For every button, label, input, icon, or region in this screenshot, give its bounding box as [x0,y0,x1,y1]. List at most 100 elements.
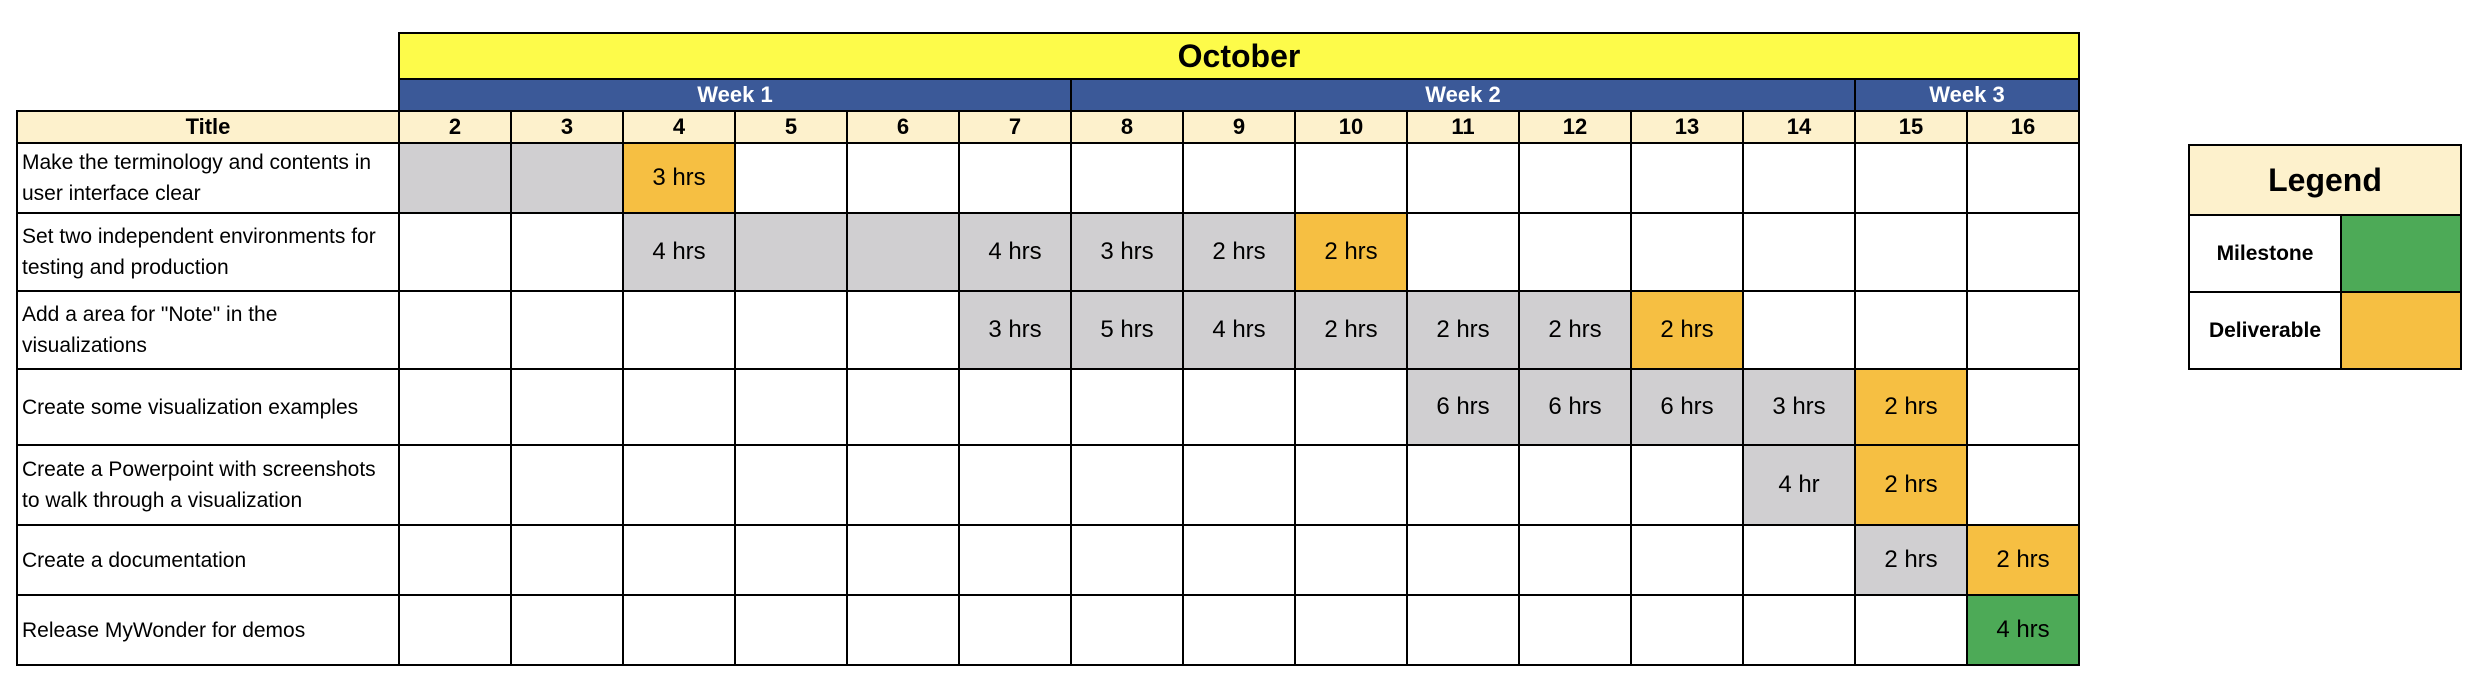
task-day-cell [1742,290,1856,370]
task-day-cell: 2 hrs [1966,524,2080,596]
task-day-cell: 2 hrs [1854,524,1968,596]
task-day-cell: 4 hrs [622,212,736,292]
task-day-cell: 6 hrs [1406,368,1520,446]
task-day-cell [1182,142,1296,214]
task-day-cell [1182,594,1296,666]
task-day-cell [398,524,512,596]
task-title: Set two independent environments for tes… [16,212,400,292]
day-header: 4 [622,110,736,144]
task-day-cell [1630,594,1744,666]
task-day-cell [1854,290,1968,370]
week-header: Week 3 [1854,78,2080,112]
task-day-cell [622,290,736,370]
task-day-cell [1182,524,1296,596]
task-day-cell [1518,142,1632,214]
task-title: Make the terminology and contents in use… [16,142,400,214]
task-day-cell [1966,444,2080,526]
task-day-cell [846,368,960,446]
task-day-cell [958,524,1072,596]
gantt-table: October Week 1 Week 2 Week 3 Title 2 3 4 5 6 7 8 9 10… [16,32,2080,666]
day-header: 15 [1854,110,1968,144]
day-header: 11 [1406,110,1520,144]
task-day-cell: 2 hrs [1294,212,1408,292]
task-day-cell [1070,444,1184,526]
day-header: 10 [1294,110,1408,144]
task-day-cell [622,594,736,666]
day-header: 14 [1742,110,1856,144]
task-day-cell [1742,524,1856,596]
task-day-cell [846,142,960,214]
legend-label: Milestone [2188,214,2342,293]
task-day-cell [734,524,848,596]
task-day-cell [1966,290,2080,370]
task-title: Release MyWonder for demos [16,594,400,666]
task-day-cell: 4 hrs [1966,594,2080,666]
task-day-cell [510,290,624,370]
task-day-cell [1854,142,1968,214]
task-day-cell [510,524,624,596]
task-day-cell [734,142,848,214]
task-day-cell [846,212,960,292]
task-title: Create a documentation [16,524,400,596]
task-title: Create a Powerpoint with screenshots to … [16,444,400,526]
task-day-cell [1406,524,1520,596]
task-day-cell [398,212,512,292]
task-day-cell [1966,212,2080,292]
task-day-cell [1854,212,1968,292]
task-day-cell [1966,368,2080,446]
task-day-cell [1966,142,2080,214]
day-header: 9 [1182,110,1296,144]
day-header: 6 [846,110,960,144]
task-title: Create some visualization examples [16,368,400,446]
task-day-cell [1294,444,1408,526]
task-day-cell: 3 hrs [1742,368,1856,446]
task-day-cell [398,368,512,446]
task-day-cell [1630,444,1744,526]
task-day-cell [1294,142,1408,214]
week-header: Week 2 [1070,78,1856,112]
task-day-cell: 2 hrs [1854,368,1968,446]
task-day-cell [1294,368,1408,446]
task-row: Create a Powerpoint with screenshots to … [16,444,2080,526]
task-day-cell [1406,212,1520,292]
task-day-cell [1854,594,1968,666]
day-header: 12 [1518,110,1632,144]
task-row: Create a documentation 2 hrs 2 hrs [16,524,2080,596]
task-day-cell: 3 hrs [958,290,1072,370]
task-day-cell [1406,594,1520,666]
legend-item: Milestone [2188,214,2462,293]
task-day-cell: 6 hrs [1630,368,1744,446]
task-day-cell [622,524,736,596]
task-day-cell: 4 hr [1742,444,1856,526]
task-day-cell: 2 hrs [1630,290,1744,370]
task-day-cell [734,594,848,666]
task-day-cell [734,444,848,526]
task-day-cell [510,212,624,292]
task-day-cell [958,444,1072,526]
task-day-cell [1070,594,1184,666]
day-header: 5 [734,110,848,144]
task-day-cell [1070,142,1184,214]
task-day-cell: 4 hrs [1182,290,1296,370]
legend-swatch [2340,291,2462,370]
task-day-cell: 3 hrs [622,142,736,214]
task-day-cell [958,368,1072,446]
legend-swatch [2340,214,2462,293]
day-header: 16 [1966,110,2080,144]
day-header: 2 [398,110,512,144]
task-day-cell [1182,444,1296,526]
task-day-cell [734,368,848,446]
task-day-cell [1406,142,1520,214]
task-day-cell [958,142,1072,214]
task-day-cell [734,212,848,292]
task-day-cell [1518,594,1632,666]
task-day-cell [958,594,1072,666]
task-day-cell [1182,368,1296,446]
task-day-cell [398,290,512,370]
task-day-cell: 4 hrs [958,212,1072,292]
task-day-cell: 2 hrs [1182,212,1296,292]
task-day-cell: 2 hrs [1406,290,1520,370]
task-day-cell [1518,212,1632,292]
task-day-cell: 2 hrs [1854,444,1968,526]
task-day-cell [734,290,848,370]
